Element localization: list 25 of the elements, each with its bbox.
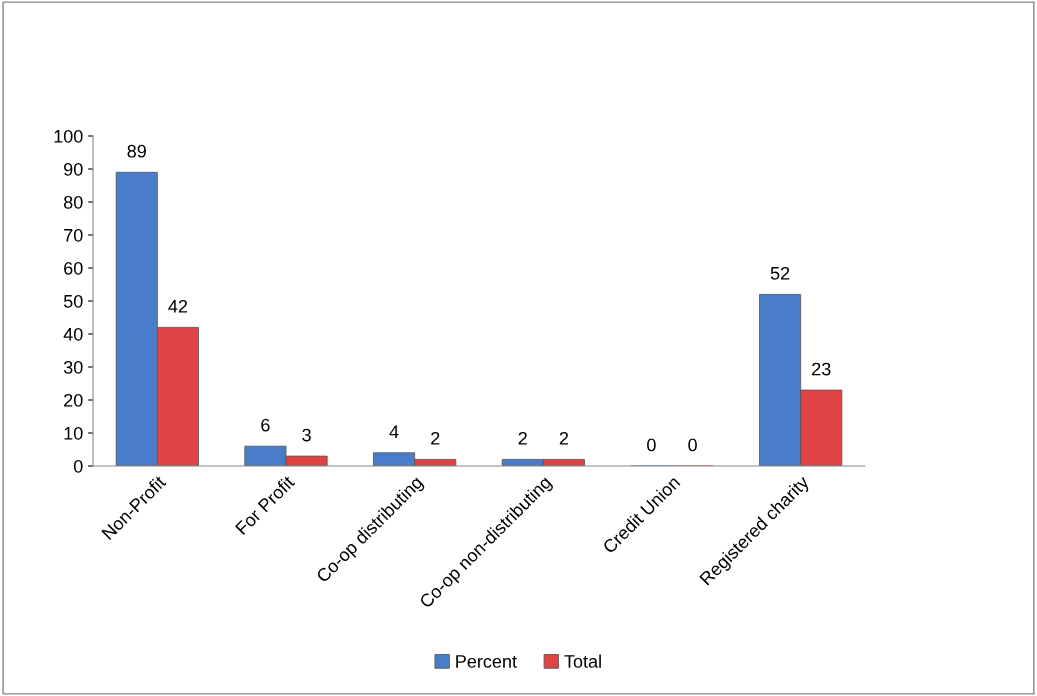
data-label: 2 bbox=[431, 431, 440, 445]
y-tick-label: 80 bbox=[63, 195, 83, 209]
data-label: 42 bbox=[168, 299, 188, 313]
y-tick-label: 30 bbox=[63, 360, 83, 374]
data-label: 23 bbox=[812, 362, 831, 376]
y-tick-label: 70 bbox=[64, 228, 83, 242]
data-label: 89 bbox=[127, 144, 146, 158]
data-label: 0 bbox=[647, 438, 656, 452]
data-label: 4 bbox=[389, 425, 399, 438]
y-tick-label: 50 bbox=[63, 294, 83, 308]
y-tick-label: 60 bbox=[64, 261, 83, 275]
data-label: 6 bbox=[261, 418, 270, 432]
data-label: 3 bbox=[302, 428, 311, 442]
y-tick-label: 100 bbox=[54, 129, 83, 143]
y-tick-label: 0 bbox=[73, 459, 83, 473]
y-tick-label: 90 bbox=[64, 162, 83, 176]
data-label: 2 bbox=[518, 431, 527, 445]
data-label: 52 bbox=[770, 266, 790, 280]
y-tick-label: 10 bbox=[64, 426, 83, 440]
y-tick-label: 20 bbox=[64, 393, 83, 407]
y-tick-label: 40 bbox=[63, 327, 83, 341]
data-label: 0 bbox=[688, 438, 697, 452]
legend-label: Total bbox=[564, 654, 601, 668]
data-label: 2 bbox=[559, 431, 569, 445]
legend-label: Percent bbox=[456, 655, 517, 668]
